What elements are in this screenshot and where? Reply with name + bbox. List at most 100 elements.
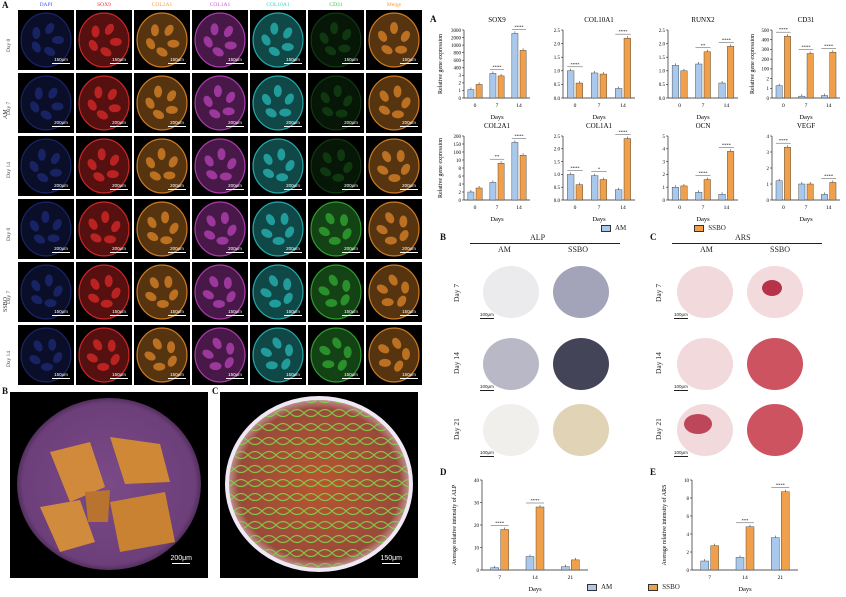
y-tick-label: 0.5 (659, 83, 666, 88)
if-scale-bar: 200μm (284, 183, 302, 190)
if-image-cell: 150μm (76, 325, 132, 385)
bar-ssbo (497, 75, 505, 99)
y-tick-label: 0 (687, 569, 690, 574)
if-column-header: SOX9 (97, 2, 111, 8)
alp-am-image (478, 400, 544, 462)
if-scale-bar: 150μm (110, 309, 128, 316)
panel-label-d-right: D (440, 467, 447, 477)
x-tick-label: 14 (620, 103, 626, 109)
bar-am (735, 557, 745, 571)
if-image-cell: 150μm (250, 262, 306, 322)
stain-scale-bar: 100μm (480, 450, 494, 455)
alp-ssbo-image (548, 400, 614, 462)
x-axis-label: Days (738, 586, 752, 593)
x-tick-label: 7 (598, 103, 601, 109)
bar-am (798, 183, 806, 201)
bar-ssbo (623, 37, 631, 99)
ars-am-image (672, 334, 738, 396)
alp-am-image (478, 262, 544, 324)
y-tick-label: 2.0 (659, 42, 666, 47)
if-image-cell: 150μm (134, 262, 190, 322)
if-image-cell: 150μm (250, 10, 306, 70)
panel-label-e-right: E (650, 467, 657, 477)
panel-label-c-left: C (212, 386, 219, 396)
if-scale-bar: 150μm (342, 372, 360, 379)
ars-title: ARS (735, 233, 751, 242)
chart-title: OCN (696, 122, 711, 130)
bar-am (591, 72, 599, 99)
x-axis-label: Days (799, 114, 813, 121)
if-image-cell: 200μm (250, 136, 306, 196)
x-axis-label: Days (592, 216, 606, 223)
if-scale-bar: 150μm (52, 372, 70, 379)
significance-label: **** (802, 44, 812, 49)
if-column-header: DAPI (39, 2, 53, 8)
y-tick-label: 4 (687, 533, 690, 538)
y-tick-label: 400 (454, 67, 462, 72)
if-scale-bar: 200μm (226, 246, 244, 253)
if-image-cell: 150μm (192, 10, 248, 70)
x-tick-label: 0 (474, 205, 477, 211)
y-tick-label: 2.5 (659, 29, 666, 34)
if-scale-bar: 150μm (400, 309, 418, 316)
bar-ssbo (680, 185, 688, 201)
if-image-cell: 150μm (308, 262, 364, 322)
chart-title: RUNX2 (691, 16, 715, 24)
bar-am (798, 95, 806, 99)
y-tick-label: 0 (663, 199, 666, 204)
bar-am (775, 85, 783, 99)
if-image-cell: 200μm (76, 136, 132, 196)
bar-am (775, 180, 783, 201)
if-scale-bar: 150μm (226, 309, 244, 316)
bar-am (511, 33, 519, 99)
if-scale-bar: 200μm (400, 183, 418, 190)
significance-label: **** (495, 521, 505, 526)
bar-ssbo (575, 184, 583, 201)
if-scale-bar: 150μm (400, 57, 418, 64)
bar-am (771, 537, 780, 571)
bar-am (490, 567, 499, 571)
if-scale-bar: 200μm (342, 120, 360, 127)
y-tick-label: 3000 (451, 29, 462, 34)
x-axis-label: Days (696, 114, 710, 121)
x-axis-label: Days (490, 114, 504, 121)
x-tick-label: 0 (678, 205, 681, 211)
significance-label: ** (701, 43, 706, 48)
x-tick-label: 14 (826, 205, 832, 211)
bar-ssbo (727, 46, 735, 99)
significance-label: **** (571, 62, 581, 67)
bar-ssbo (623, 138, 631, 201)
y-tick-label: 0 (767, 97, 770, 102)
if-scale-bar: 150μm (168, 57, 186, 64)
x-tick-label: 7 (702, 205, 705, 211)
y-tick-label: 2 (687, 551, 690, 556)
if-image-cell: 150μm (134, 10, 190, 70)
y-tick-label: 1 (459, 89, 462, 94)
ars-ssbo-image (742, 334, 808, 396)
bar-ssbo (710, 545, 719, 571)
bar-chart: RUNX2 0.0 0.5 1.0 1.5 2.0 2.5 Days 0 7 ** 14 **** (646, 14, 744, 121)
if-scale-bar: 200μm (168, 120, 186, 127)
if-scale-bar: 200μm (110, 246, 128, 253)
if-image-cell: 150μm (18, 325, 74, 385)
x-tick-label: 0 (782, 205, 785, 211)
y-tick-label: 8 (459, 167, 462, 172)
if-image-cell: 200μm (366, 136, 422, 196)
if-image-cell: 200μm (308, 199, 364, 259)
bar-chart: COL1A1 0.0 0.5 1.0 1.5 2.0 2.5 Days 0 **** 7 * 14 ***… (541, 120, 641, 223)
scale-bar-b: 200μm (170, 555, 192, 562)
y-tick-label: 2 (663, 173, 666, 178)
x-tick-label: 7 (496, 205, 499, 211)
y-tick-label: 0.0 (554, 97, 561, 102)
y-axis-label: Average relative intensity of ALP (451, 484, 458, 565)
x-tick-label: 0 (574, 103, 577, 109)
bar-chart: CD31 0 1 2 100 200 300 400 500 Relative gene expr… (748, 14, 846, 121)
stain-scale-bar: 100μm (674, 450, 688, 455)
alp-group-ssbo: SSBO (568, 245, 589, 254)
if-scale-bar: 200μm (284, 246, 302, 253)
ars-row-label: Day 14 (654, 352, 663, 374)
y-tick-label: 20 (474, 524, 480, 529)
bar-ssbo (500, 529, 509, 571)
legend-ssbo-label: SSBO (708, 224, 726, 232)
y-tick-label: 3 (663, 160, 666, 165)
